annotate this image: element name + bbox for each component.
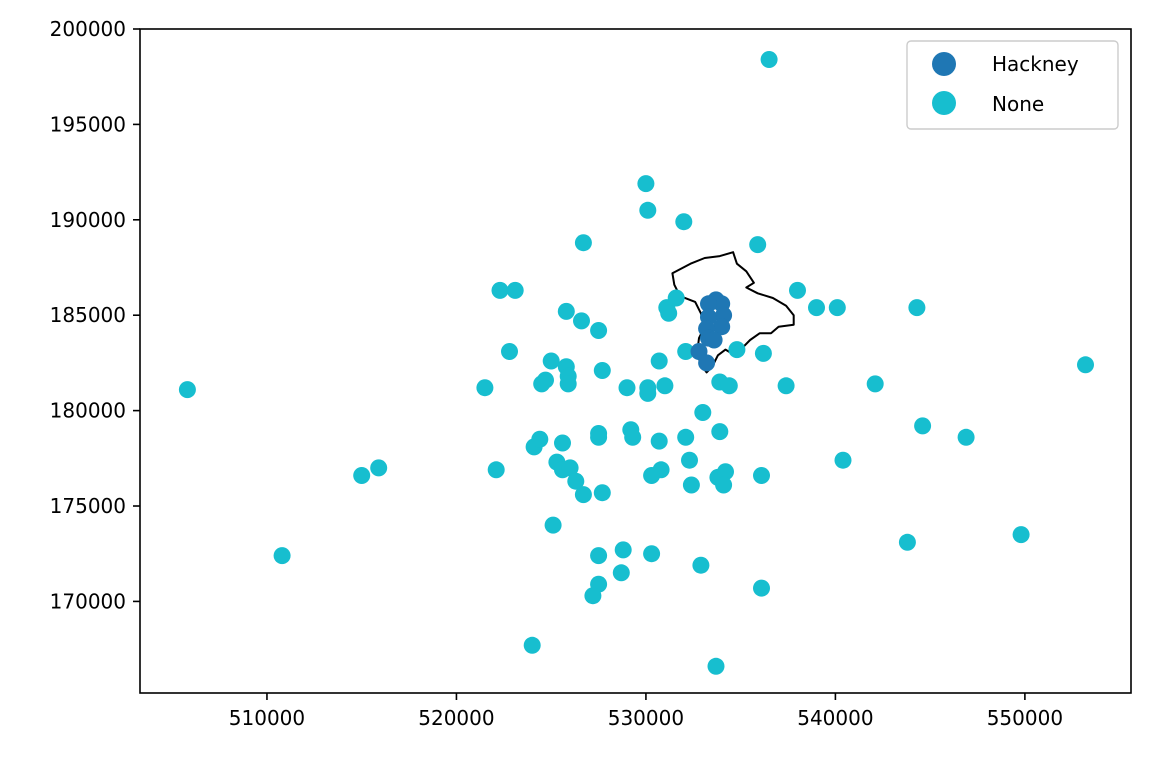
point-none [590,428,608,446]
point-none [908,299,926,317]
y-tick-label: 195000 [50,112,126,136]
point-none [639,201,657,219]
point-none [639,384,657,402]
point-none [717,463,734,481]
legend-marker-hackney [932,52,956,76]
point-none [692,556,710,574]
legend: Hackney None [906,40,1119,130]
point-none [866,375,884,393]
point-hackney [705,331,723,349]
point-none [584,587,602,605]
point-none [178,381,196,399]
point-none [682,476,700,494]
point-none [749,236,767,254]
point-none [914,417,932,435]
point-none [542,352,560,370]
point-none [370,459,388,477]
y-axis: 170000 175000 180000 185000 190000 195000 2000… [50,17,140,613]
point-none [637,175,655,193]
point-none [559,375,577,393]
point-none [561,459,579,477]
point-none [694,404,712,421]
point-none [491,281,509,299]
point-none [557,302,575,320]
point-layer [178,51,1094,675]
point-none [760,51,778,68]
point-none [531,430,549,448]
point-none [590,547,608,565]
point-none [754,344,772,362]
point-none [643,467,661,484]
point-none [1012,526,1030,544]
point-none [715,476,733,494]
point-none [677,428,695,446]
point-none [707,657,725,675]
point-none [834,451,852,469]
point-none [728,341,746,359]
point-none [614,541,632,559]
point-none [487,461,505,479]
point-none [957,428,975,446]
point-none [753,467,770,484]
point-none [789,281,806,299]
y-tick-label: 170000 [50,589,126,613]
point-none [612,564,630,582]
point-none [590,322,608,339]
point-none [624,428,642,446]
legend-box [906,40,1119,130]
point-none [753,579,770,597]
point-none [720,377,738,395]
point-none [828,299,846,317]
point-none [554,434,571,452]
point-none [681,451,698,469]
x-tick-label: 510000 [229,706,305,730]
point-none [523,636,541,654]
point-none [711,423,729,441]
point-hackney [713,318,731,336]
point-none [567,472,585,490]
point-none [1077,356,1094,374]
legend-marker-none [932,91,956,115]
point-none [643,545,661,563]
y-tick-label: 200000 [50,17,126,41]
point-none [593,484,611,502]
y-tick-label: 190000 [50,208,126,232]
x-tick-label: 550000 [987,706,1063,730]
point-none [650,432,668,450]
legend-label-none: None [992,92,1044,116]
point-hackney [698,354,716,372]
point-none [501,343,518,360]
point-none [476,379,494,397]
point-none [533,375,551,393]
point-none [574,486,592,504]
point-none [675,213,693,231]
point-none [656,377,674,395]
x-tick-label: 540000 [797,706,873,730]
point-none [593,362,611,379]
point-none [353,467,371,484]
point-none [544,516,562,534]
point-none [650,352,668,370]
point-none [898,533,916,551]
y-tick-label: 175000 [50,494,126,518]
point-none [506,281,524,299]
plot-frame [139,28,1132,694]
point-none [777,377,795,395]
point-none [273,547,291,565]
x-tick-label: 520000 [418,706,494,730]
point-none [573,312,590,330]
y-tick-label: 180000 [50,399,126,423]
point-none [618,379,636,397]
legend-label-hackney: Hackney [992,52,1079,76]
point-none [808,299,825,317]
point-none [574,234,592,252]
y-tick-label: 185000 [50,303,126,327]
x-axis: 510000 520000 530000 540000 550000 [229,693,1063,730]
point-none [660,304,678,322]
point-hackney [700,295,717,313]
point-none [677,343,695,360]
x-tick-label: 530000 [608,706,684,730]
